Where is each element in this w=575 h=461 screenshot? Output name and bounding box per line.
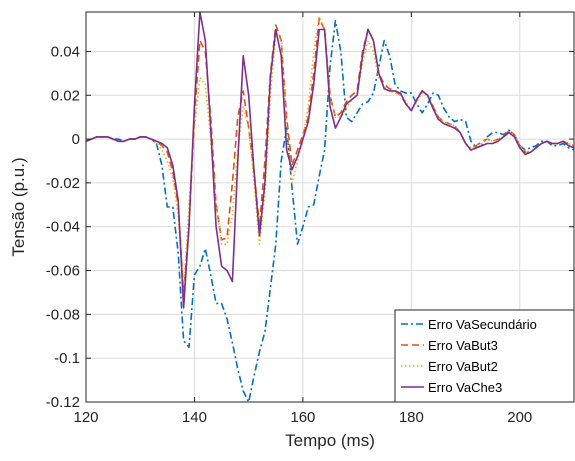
x-tick-label: 200 <box>507 409 532 426</box>
y-tick-label: -0.08 <box>46 306 80 323</box>
x-tick-label: 120 <box>73 409 98 426</box>
y-tick-label: 0.02 <box>51 87 80 104</box>
y-tick-label: -0.12 <box>46 394 80 411</box>
legend-label: Erro VaChe3 <box>428 380 502 395</box>
x-tick-label: 160 <box>290 409 315 426</box>
y-tick-label: -0.06 <box>46 263 80 280</box>
x-tick-label: 140 <box>182 409 207 426</box>
legend-label: Erro VaSecundário <box>428 317 537 332</box>
legend-label: Erro VaBut3 <box>428 338 498 353</box>
x-tick-label: 180 <box>399 409 424 426</box>
x-axis-title: Tempo (ms) <box>285 431 375 450</box>
legend: Erro VaSecundário Erro VaBut3 Erro VaBut2 E… <box>395 310 574 402</box>
legend-label: Erro VaBut2 <box>428 359 498 374</box>
y-tick-label: -0.1 <box>54 350 80 367</box>
y-tick-label: -0.04 <box>46 219 80 236</box>
y-axis-title: Tensão (p.u.) <box>9 157 28 256</box>
y-tick-label: -0.02 <box>46 175 80 192</box>
y-tick-label: 0 <box>72 131 80 148</box>
y-tick-label: 0.04 <box>51 43 80 60</box>
